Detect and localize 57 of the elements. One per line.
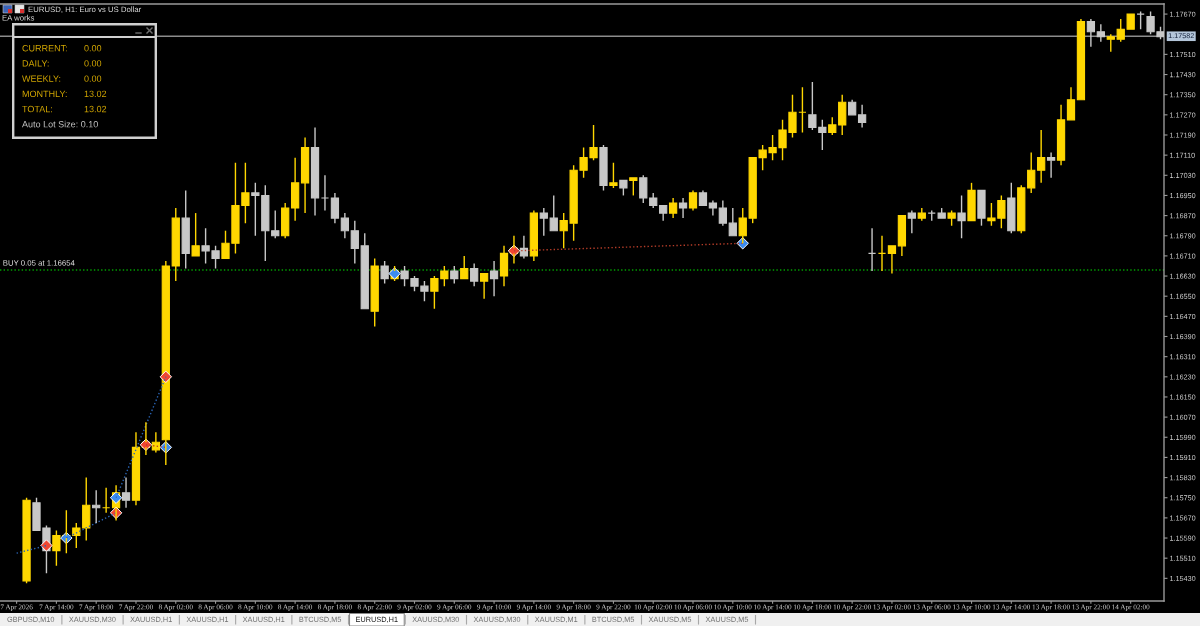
candlestick xyxy=(668,197,678,219)
annotation: TOTAL: xyxy=(22,105,52,113)
candlestick xyxy=(609,162,618,189)
candlestick xyxy=(281,202,290,239)
candlestick xyxy=(151,431,161,454)
candlestick xyxy=(1066,86,1076,121)
candlestick xyxy=(1076,18,1086,101)
candlestick xyxy=(519,235,529,260)
candlestick xyxy=(897,215,907,257)
annotation: DAILY: xyxy=(22,60,49,67)
candlestick xyxy=(678,197,688,219)
annotation: 13.02 xyxy=(84,105,107,113)
candlestick xyxy=(470,262,479,287)
candlestick xyxy=(121,476,131,509)
annotation: CURRENT: xyxy=(22,45,67,52)
candlestick xyxy=(887,245,897,275)
candlestick xyxy=(708,199,718,217)
candlestick xyxy=(300,136,310,214)
annotation: Auto Lot Size: 0.10 xyxy=(22,120,98,128)
candlestick xyxy=(1096,23,1105,43)
candlestick xyxy=(1037,129,1046,184)
candlestick xyxy=(957,194,966,239)
candlestick xyxy=(310,126,320,217)
annotation: 13.02 xyxy=(84,90,107,98)
candlestick xyxy=(529,209,538,262)
candlestick xyxy=(857,104,867,129)
annotation: 0.00 xyxy=(84,60,102,67)
candlestick xyxy=(659,204,668,222)
candlestick xyxy=(161,260,170,466)
candlestick xyxy=(1046,151,1056,179)
candlestick xyxy=(907,209,916,234)
candlestick xyxy=(549,194,558,232)
candlestick xyxy=(489,260,499,297)
annotation: MONTHLY: xyxy=(22,90,67,98)
candlestick xyxy=(1086,18,1096,48)
candlestick xyxy=(1056,104,1066,166)
annotation: 0.00 xyxy=(84,75,102,82)
candlestick xyxy=(370,257,379,328)
candlestick xyxy=(350,219,359,265)
candlestick xyxy=(191,212,200,257)
candlestick xyxy=(131,431,141,506)
candlestick xyxy=(340,212,349,239)
candlestick xyxy=(539,207,548,237)
candlestick xyxy=(848,99,857,116)
candlestick xyxy=(181,189,190,270)
candlestick xyxy=(698,189,708,207)
candlestick xyxy=(330,192,340,224)
candlestick xyxy=(718,199,727,227)
candlestick xyxy=(499,245,509,287)
candlestick xyxy=(1027,151,1036,194)
candlestick xyxy=(52,529,61,567)
candlestick xyxy=(290,156,300,222)
candlestick xyxy=(479,272,489,300)
candlestick xyxy=(688,189,698,212)
annotation: 0.00 xyxy=(84,45,102,52)
candlestick xyxy=(171,207,180,282)
annotation: WEEKLY: xyxy=(22,75,61,82)
